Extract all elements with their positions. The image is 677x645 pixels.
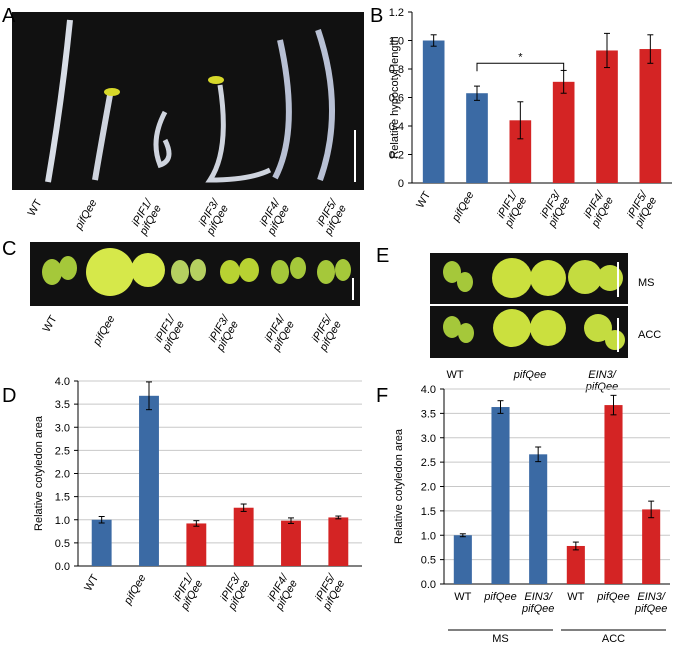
- photo-e: [430, 253, 628, 358]
- y-tick-label: 4.0: [421, 384, 436, 396]
- y-tick-label: 3.0: [55, 422, 70, 434]
- bar: [491, 407, 510, 584]
- bar: [529, 454, 548, 584]
- panel-label: A: [2, 5, 16, 27]
- x-tick-label: EIN3/: [588, 369, 616, 381]
- bar: [596, 50, 618, 183]
- x-tick-label: WT: [446, 369, 463, 381]
- y-tick-label: 2.5: [55, 445, 70, 457]
- x-tick-label: pifQee: [521, 603, 554, 615]
- y-tick-label: 0.5: [421, 555, 436, 567]
- bar: [552, 81, 575, 183]
- bar: [328, 517, 349, 566]
- panel-label: F: [376, 385, 388, 407]
- x-tick-label: WT: [567, 591, 584, 603]
- y-tick-label: 3.0: [421, 433, 436, 445]
- y-tick-label: 1.0: [55, 515, 70, 527]
- y-tick-label: 2.5: [421, 457, 436, 469]
- y-tick-label: 1.5: [421, 506, 436, 518]
- x-tick-label: WT: [414, 189, 433, 210]
- panel-label: D: [2, 385, 16, 407]
- photo-a: [12, 12, 364, 190]
- bar: [186, 523, 207, 566]
- x-tick-label: WT: [82, 572, 101, 593]
- x-tick-label: pifQee: [513, 369, 546, 381]
- bar: [642, 509, 661, 584]
- x-tick-label: pifQee: [634, 603, 667, 615]
- x-tick-label: pifQee: [585, 381, 618, 393]
- y-tick-label: 4.0: [55, 376, 70, 388]
- y-tick-label: 2.0: [421, 482, 436, 494]
- bar: [453, 535, 472, 584]
- x-tick-label: pifQee: [72, 198, 99, 233]
- group-label: MS: [492, 633, 509, 645]
- bar: [509, 120, 532, 183]
- significance-label: *: [518, 51, 523, 63]
- x-tick-label: WT: [41, 313, 60, 334]
- bar: [466, 93, 488, 183]
- bar: [422, 40, 445, 183]
- y-tick-label: 0.6: [389, 93, 404, 105]
- bar: [139, 395, 159, 566]
- x-tick-label: WT: [26, 197, 45, 218]
- y-axis-label: Relative cotyledon area: [393, 428, 405, 544]
- bar: [91, 519, 112, 566]
- y-tick-label: 2.0: [55, 469, 70, 481]
- y-tick-label: 3.5: [55, 399, 70, 411]
- row-label: ACC: [638, 329, 661, 341]
- y-tick-label: 0.4: [389, 121, 404, 133]
- x-tick-label: EIN3/: [524, 591, 552, 603]
- bar: [566, 545, 585, 584]
- y-tick-label: 0.0: [55, 561, 70, 573]
- bar: [281, 520, 301, 566]
- x-tick-label: EIN3/: [637, 591, 665, 603]
- y-tick-label: 1.0: [421, 530, 436, 542]
- y-tick-label: 1.0: [389, 36, 404, 48]
- panel-label: B: [370, 5, 383, 27]
- panel-label: C: [2, 238, 16, 260]
- x-tick-label: pifQee: [449, 190, 476, 225]
- y-tick-label: 0.5: [55, 538, 70, 550]
- y-tick-label: 1.5: [55, 492, 70, 504]
- y-axis-label: Relative hypocotyl length: [389, 36, 401, 158]
- x-tick-label: pifQee: [90, 314, 117, 349]
- x-tick-label: pifQee: [596, 591, 629, 603]
- x-tick-label: pifQee: [483, 591, 516, 603]
- x-tick-label: WT: [454, 591, 471, 603]
- bar: [639, 49, 662, 183]
- y-tick-label: 0: [398, 178, 404, 190]
- significance-bracket: [476, 62, 565, 72]
- y-tick-label: 0.8: [389, 64, 404, 76]
- photo-c: [30, 242, 360, 306]
- y-tick-label: 1.2: [389, 7, 404, 19]
- x-tick-label: pifQee: [121, 573, 148, 608]
- y-axis-label: Relative cotyledon area: [33, 415, 45, 531]
- bar: [604, 405, 623, 584]
- y-tick-label: 0.0: [421, 579, 436, 591]
- group-label: ACC: [602, 633, 625, 645]
- y-tick-label: 0.2: [389, 150, 404, 162]
- panel-label: E: [376, 245, 389, 267]
- row-label: MS: [638, 277, 655, 289]
- bar: [233, 507, 254, 566]
- y-tick-label: 3.5: [421, 408, 436, 420]
